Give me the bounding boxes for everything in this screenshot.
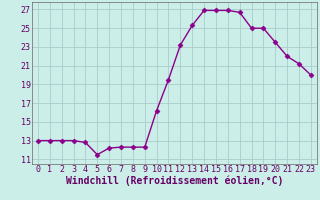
X-axis label: Windchill (Refroidissement éolien,°C): Windchill (Refroidissement éolien,°C) (66, 176, 283, 186)
